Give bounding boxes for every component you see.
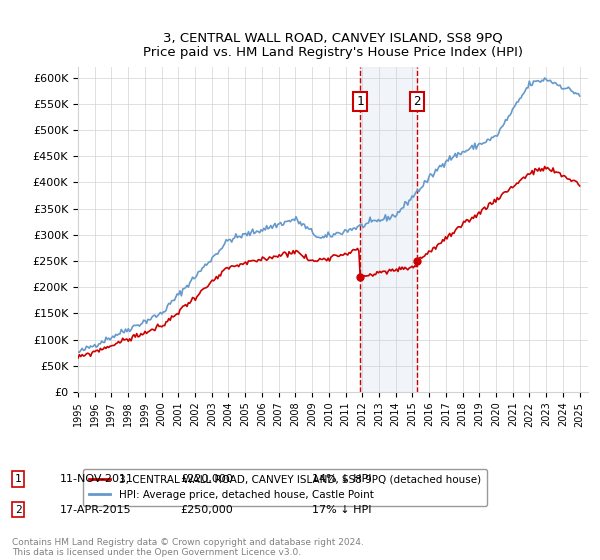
Text: 14% ↓ HPI: 14% ↓ HPI: [312, 474, 371, 484]
Text: 11-NOV-2011: 11-NOV-2011: [60, 474, 134, 484]
Text: 1: 1: [14, 474, 22, 484]
Text: 2: 2: [14, 505, 22, 515]
Title: 3, CENTRAL WALL ROAD, CANVEY ISLAND, SS8 9PQ
Price paid vs. HM Land Registry's H: 3, CENTRAL WALL ROAD, CANVEY ISLAND, SS8…: [143, 31, 523, 59]
Text: 17-APR-2015: 17-APR-2015: [60, 505, 131, 515]
Bar: [360, 67, 418, 392]
Legend: 3, CENTRAL WALL ROAD, CANVEY ISLAND, SS8 9PQ (detached house), HPI: Average pric: 3, CENTRAL WALL ROAD, CANVEY ISLAND, SS8…: [83, 469, 487, 506]
Text: 2: 2: [413, 95, 421, 108]
Text: Contains HM Land Registry data © Crown copyright and database right 2024.
This d: Contains HM Land Registry data © Crown c…: [12, 538, 364, 557]
Text: £220,000: £220,000: [180, 474, 233, 484]
Text: 17% ↓ HPI: 17% ↓ HPI: [312, 505, 371, 515]
Text: £250,000: £250,000: [180, 505, 233, 515]
Text: 1: 1: [356, 95, 364, 108]
